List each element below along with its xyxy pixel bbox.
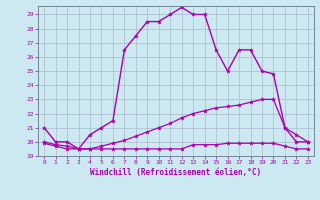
X-axis label: Windchill (Refroidissement éolien,°C): Windchill (Refroidissement éolien,°C) [91, 168, 261, 177]
